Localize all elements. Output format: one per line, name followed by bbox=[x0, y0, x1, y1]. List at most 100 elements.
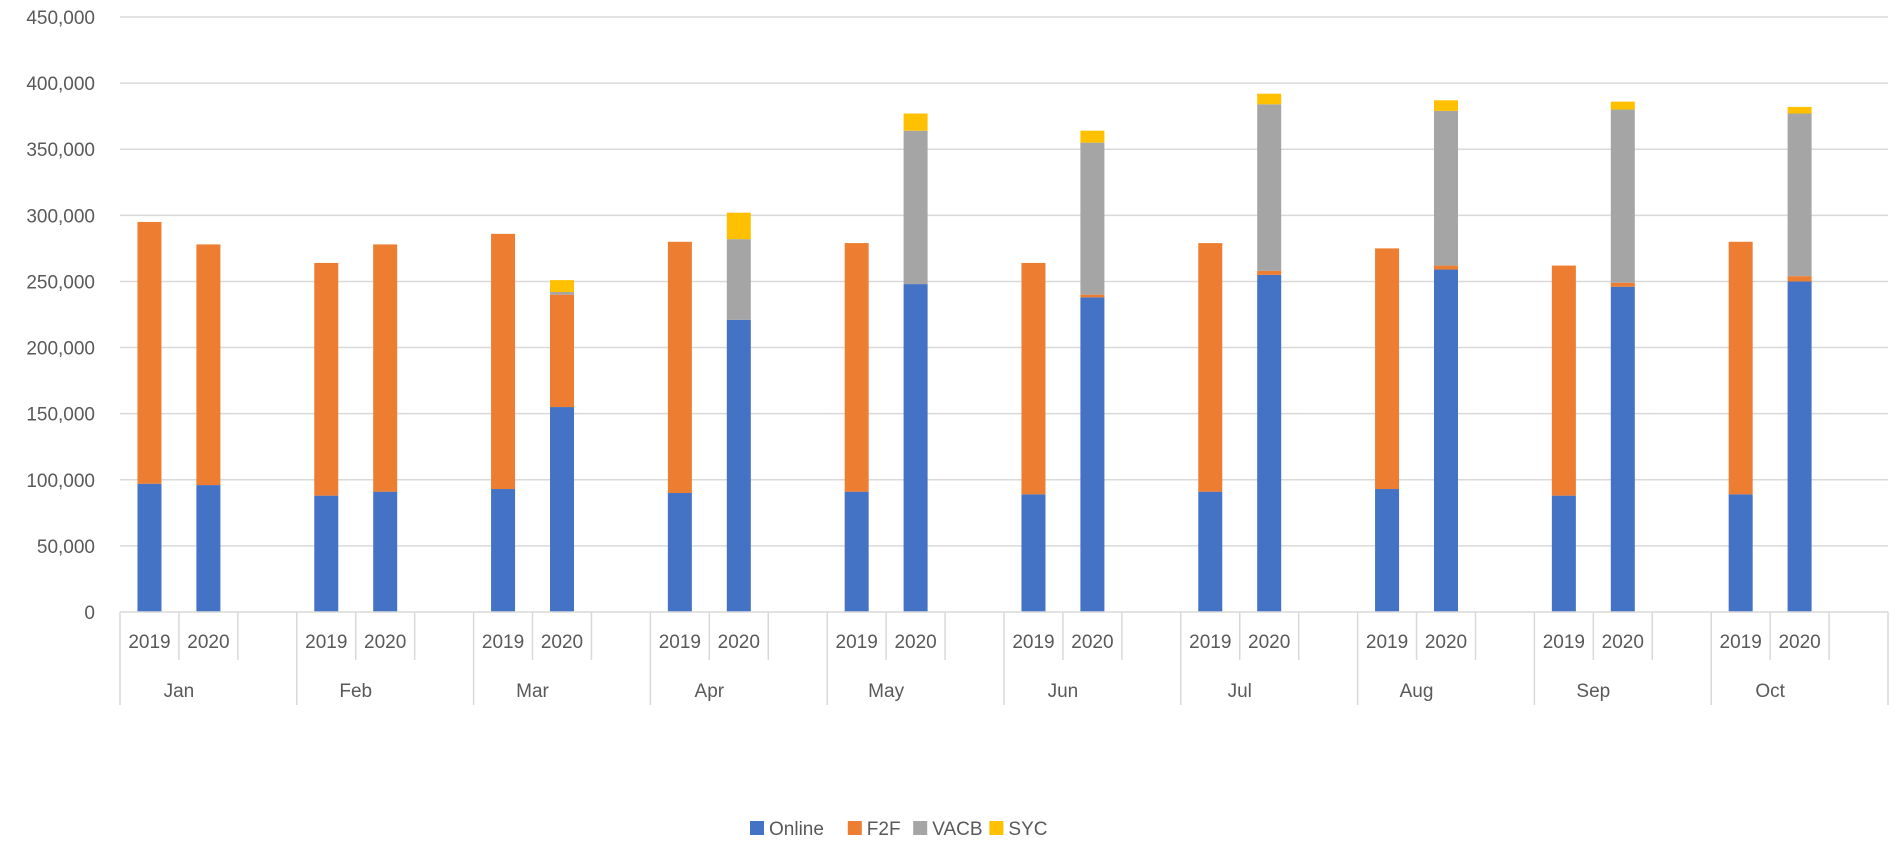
y-tick-label: 450,000 bbox=[26, 8, 95, 29]
x-year-label: 2019 bbox=[482, 632, 524, 653]
bar-f2f-oct-2020 bbox=[1787, 276, 1812, 282]
y-axis: 0 50,000 100,000 150,000 200,000 250,000 300,0… bbox=[26, 8, 95, 624]
bar-f2f-jan-2019 bbox=[137, 221, 162, 484]
x-month-label: May bbox=[868, 681, 904, 702]
bar-online-jun-2019 bbox=[1021, 494, 1046, 612]
legend-item-f2f: F2F bbox=[847, 819, 901, 840]
bar-f2f-mar-2019 bbox=[491, 233, 516, 490]
x-year-label: 2019 bbox=[1366, 632, 1408, 653]
bar-vacb-may-2020 bbox=[903, 130, 928, 285]
bar-online-jan-2020 bbox=[196, 485, 221, 612]
y-tick-label: 250,000 bbox=[26, 272, 95, 293]
legend-item-online: Online bbox=[750, 819, 824, 840]
bar-online-aug-2019 bbox=[1375, 489, 1400, 612]
x-year-label: 2020 bbox=[187, 632, 229, 653]
bar-f2f-sep-2019 bbox=[1551, 265, 1576, 496]
y-tick-label: 400,000 bbox=[26, 74, 95, 95]
x-year-label: 2019 bbox=[659, 632, 701, 653]
x-year-label: 2020 bbox=[718, 632, 760, 653]
x-axis: 2019 2020 Jan 2019 2020 Feb 2019 2020 Mar 2019 202… bbox=[119, 611, 1889, 705]
x-month-label: Jan bbox=[164, 681, 195, 702]
bar-syc-apr-2020 bbox=[726, 212, 751, 240]
x-month-label: Aug bbox=[1400, 681, 1434, 702]
bar-f2f-jan-2020 bbox=[196, 244, 221, 486]
x-year-label: 2020 bbox=[1778, 632, 1820, 653]
y-tick-label: 0 bbox=[84, 603, 95, 624]
x-year-label: 2020 bbox=[364, 632, 406, 653]
bar-syc-mar-2020 bbox=[550, 280, 574, 293]
bar-vacb-sep-2020 bbox=[1610, 109, 1635, 283]
bar-f2f-mar-2020 bbox=[550, 294, 574, 408]
bar-online-jul-2020 bbox=[1257, 274, 1282, 612]
y-tick-label: 50,000 bbox=[37, 537, 95, 558]
bar-online-oct-2019 bbox=[1728, 494, 1753, 612]
bar-online-sep-2019 bbox=[1551, 495, 1576, 612]
bar-f2f-jun-2019 bbox=[1021, 262, 1046, 495]
bars bbox=[137, 93, 1812, 612]
bar-f2f-aug-2020 bbox=[1434, 265, 1458, 270]
bar-online-mar-2019 bbox=[491, 489, 516, 612]
legend-swatch-vacb bbox=[913, 821, 928, 835]
legend-label-vacb: VACB bbox=[932, 819, 982, 840]
y-tick-label: 100,000 bbox=[26, 471, 95, 492]
bar-online-feb-2020 bbox=[373, 491, 398, 612]
x-year-label: 2020 bbox=[1248, 632, 1290, 653]
bar-f2f-feb-2020 bbox=[373, 244, 398, 492]
x-month-label: Mar bbox=[516, 681, 549, 702]
x-year-label: 2019 bbox=[1543, 632, 1585, 653]
gridlines bbox=[120, 16, 1888, 547]
x-year-label: 2019 bbox=[1189, 632, 1231, 653]
x-month-label: Oct bbox=[1755, 681, 1785, 702]
legend-item-vacb: VACB bbox=[913, 819, 983, 840]
bar-vacb-oct-2020 bbox=[1787, 113, 1812, 277]
bar-f2f-apr-2019 bbox=[667, 241, 692, 493]
bar-online-may-2019 bbox=[844, 491, 869, 612]
legend-item-syc: SYC bbox=[989, 819, 1047, 840]
x-year-label: 2019 bbox=[128, 632, 170, 653]
bar-online-oct-2020 bbox=[1787, 281, 1812, 612]
bar-f2f-feb-2019 bbox=[314, 262, 339, 496]
x-year-label: 2019 bbox=[1720, 632, 1762, 653]
bar-syc-jul-2020 bbox=[1257, 93, 1282, 105]
bar-online-may-2020 bbox=[903, 284, 928, 612]
bar-f2f-jul-2020 bbox=[1257, 270, 1282, 275]
y-tick-label: 350,000 bbox=[26, 140, 95, 161]
bar-syc-jun-2020 bbox=[1080, 130, 1105, 143]
bar-online-aug-2020 bbox=[1434, 269, 1458, 612]
bar-online-jun-2020 bbox=[1080, 297, 1105, 612]
bar-vacb-mar-2020 bbox=[550, 292, 574, 295]
legend-label-f2f: F2F bbox=[867, 819, 901, 840]
x-month-label: Jul bbox=[1228, 681, 1252, 702]
legend-swatch-syc bbox=[989, 821, 1004, 835]
bar-online-mar-2020 bbox=[550, 407, 574, 612]
legend-label-online: Online bbox=[769, 819, 824, 840]
x-year-label: 2019 bbox=[305, 632, 347, 653]
bar-syc-sep-2020 bbox=[1610, 101, 1635, 110]
legend-swatch-f2f bbox=[847, 821, 862, 835]
x-year-label: 2020 bbox=[541, 632, 583, 653]
bar-syc-aug-2020 bbox=[1434, 100, 1458, 111]
x-year-label: 2020 bbox=[1071, 632, 1113, 653]
x-year-label: 2019 bbox=[1012, 632, 1054, 653]
bar-f2f-may-2019 bbox=[844, 243, 869, 492]
bar-f2f-sep-2020 bbox=[1610, 282, 1635, 287]
bar-vacb-aug-2020 bbox=[1434, 110, 1458, 266]
legend: Online F2F VACB SYC bbox=[750, 819, 1047, 840]
bar-vacb-jun-2020 bbox=[1080, 142, 1105, 295]
x-year-label: 2020 bbox=[1602, 632, 1644, 653]
x-year-label: 2019 bbox=[836, 632, 878, 653]
bar-vacb-jul-2020 bbox=[1257, 104, 1282, 271]
x-year-label: 2020 bbox=[894, 632, 936, 653]
bar-online-feb-2019 bbox=[314, 495, 339, 612]
bar-f2f-aug-2019 bbox=[1375, 248, 1400, 490]
bar-f2f-jul-2019 bbox=[1198, 243, 1223, 492]
x-month-label: Apr bbox=[695, 681, 725, 702]
bar-online-sep-2020 bbox=[1610, 286, 1635, 612]
legend-swatch-online bbox=[750, 821, 764, 835]
bar-syc-oct-2020 bbox=[1787, 106, 1812, 114]
legend-label-syc: SYC bbox=[1008, 819, 1047, 840]
bar-syc-may-2020 bbox=[903, 113, 928, 131]
bar-online-jul-2019 bbox=[1198, 491, 1223, 612]
